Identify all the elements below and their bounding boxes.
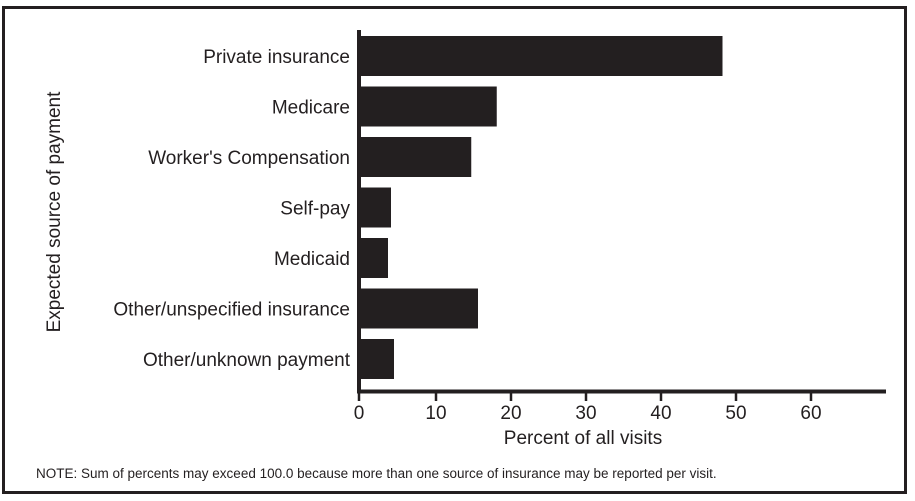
bars (361, 36, 723, 379)
bar-2 (361, 137, 472, 177)
category-label-5: Other/unspecified insurance (113, 300, 350, 321)
category-label-2: Worker's Compensation (148, 148, 350, 169)
category-label-0: Private insurance (203, 47, 350, 68)
category-label-3: Self-pay (280, 199, 350, 220)
category-label-4: Medicaid (274, 249, 350, 270)
category-label-6: Other/unknown payment (143, 350, 351, 371)
bar-5 (361, 288, 478, 329)
x-tick-label-4: 40 (650, 403, 671, 424)
bar-3 (361, 187, 391, 228)
x-axis-ticks: 0 10 20 30 40 50 60 (354, 391, 822, 424)
bar-6 (361, 339, 394, 379)
x-tick-label-0: 0 (354, 403, 365, 424)
category-labels: Private insurance Medicare Worker's Compen… (113, 47, 350, 371)
x-tick-label-5: 50 (725, 403, 746, 424)
x-tick-label-2: 20 (500, 403, 521, 424)
category-label-1: Medicare (272, 98, 350, 119)
bar-1 (361, 86, 497, 127)
bar-0 (361, 36, 723, 76)
bar-4 (361, 238, 388, 278)
x-tick-label-6: 60 (800, 403, 821, 424)
chart-note: NOTE: Sum of percents may exceed 100.0 b… (36, 466, 717, 481)
x-tick-label-1: 10 (425, 403, 446, 424)
x-axis-title: Percent of all visits (504, 428, 662, 449)
x-tick-label-3: 30 (575, 403, 596, 424)
y-axis-title: Expected source of payment (44, 91, 65, 333)
